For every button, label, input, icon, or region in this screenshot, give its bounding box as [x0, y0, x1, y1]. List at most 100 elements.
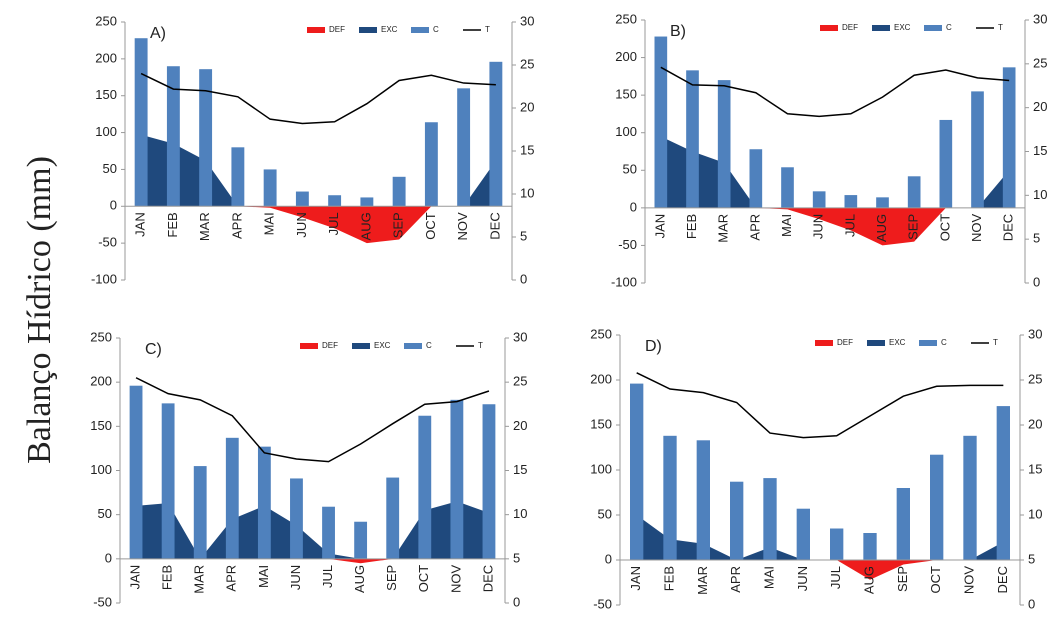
y-tick-label: -50 [93, 594, 112, 609]
y-tick-label: 150 [615, 87, 637, 102]
y2-tick-label: 15 [1028, 461, 1042, 476]
x-tick-label: AUG [358, 212, 373, 240]
y2-tick-label: 30 [1028, 326, 1042, 341]
x-tick-label: AUG [861, 566, 876, 594]
y2-tick-label: 20 [513, 418, 527, 433]
bar [360, 197, 374, 207]
legend-swatch [352, 343, 370, 349]
y-tick-label: 250 [590, 326, 612, 341]
y-tick-label: 150 [90, 418, 112, 433]
y-tick-label: -100 [611, 274, 637, 289]
bar [663, 435, 677, 560]
x-tick-label: FEB [165, 212, 180, 237]
y2-tick-label: 25 [1033, 55, 1047, 70]
area [136, 501, 489, 559]
y2-tick-label: 20 [1028, 416, 1042, 431]
y2-tick-label: 25 [513, 374, 527, 389]
y2-tick-label: 25 [520, 56, 534, 71]
panel-label: C) [145, 341, 162, 358]
legend-label: DEF [842, 23, 858, 32]
y-tick-label: 100 [95, 124, 117, 139]
bar [386, 477, 400, 559]
y2-tick-label: 20 [520, 99, 534, 114]
bar [263, 169, 277, 207]
legend-label: C [941, 338, 947, 347]
y-tick-label: 150 [590, 416, 612, 431]
bar [876, 197, 889, 208]
legend-label: T [485, 25, 490, 34]
panel: -50 0 50 100 150 200 250 0 5 10 15 20 25 30 JAN FEB MAR A… [90, 329, 527, 609]
legend-swatch [404, 343, 422, 349]
legend-label: EXC [374, 341, 391, 350]
bar [457, 88, 471, 207]
x-tick-label: JUL [320, 565, 335, 588]
bar [907, 176, 921, 208]
area [660, 136, 1010, 208]
legend-swatch [815, 340, 833, 346]
y2-tick-label: 10 [1028, 506, 1042, 521]
x-tick-label: JUL [842, 214, 857, 237]
bar [863, 533, 877, 560]
bar [134, 38, 148, 207]
area [141, 134, 496, 207]
bar [290, 478, 303, 559]
bar [830, 528, 844, 560]
line [636, 372, 1004, 439]
x-tick-label: OCT [416, 565, 431, 593]
bar [630, 383, 644, 560]
bar [392, 176, 406, 207]
x-tick-label: FEB [684, 214, 699, 239]
legend-swatch [867, 340, 885, 346]
x-tick-label: JUL [326, 212, 341, 235]
legend-swatch [919, 340, 937, 346]
y2-tick-label: 5 [1033, 231, 1040, 246]
y2-tick-label: 10 [513, 506, 527, 521]
y-axis-label: Balanço Hídrico (mm) [21, 156, 58, 464]
x-tick-label: OCT [928, 566, 943, 594]
x-tick-label: MAI [262, 212, 277, 235]
y2-tick-label: 15 [1033, 143, 1047, 158]
y-tick-label: 200 [615, 49, 637, 64]
x-tick-label: JAN [628, 566, 643, 591]
y2-tick-label: 15 [520, 142, 534, 157]
x-tick-label: FEB [661, 566, 676, 591]
bar [161, 403, 175, 559]
bar [939, 119, 953, 208]
y-tick-label: 0 [105, 550, 112, 565]
bar [1002, 67, 1016, 208]
y-tick-label: 200 [95, 50, 117, 65]
x-tick-label: DEC [487, 212, 502, 239]
bar [763, 478, 777, 560]
legend-label: T [478, 341, 483, 350]
x-tick-label: AUG [874, 214, 889, 242]
y-tick-label: 0 [630, 199, 637, 214]
y-tick-label: 50 [598, 506, 612, 521]
bar [199, 69, 213, 207]
y-tick-label: 50 [98, 506, 112, 521]
bar [418, 415, 432, 559]
line [660, 66, 1010, 118]
bar [129, 385, 143, 559]
x-tick-label: SEP [391, 212, 406, 238]
legend-swatch [924, 25, 942, 31]
x-tick-label: APR [747, 214, 762, 241]
y-tick-label: -50 [98, 235, 117, 250]
legend-label: T [993, 338, 998, 347]
y-tick-label: 200 [90, 374, 112, 389]
legend-swatch [820, 25, 838, 31]
bar [996, 406, 1010, 560]
x-tick-label: NOV [961, 566, 976, 595]
area [636, 560, 1004, 580]
bar [930, 454, 944, 560]
legend-label: EXC [889, 338, 906, 347]
bar [450, 399, 464, 559]
bar [781, 167, 794, 208]
y-tick-label: 100 [590, 461, 612, 476]
panel-label: A) [150, 25, 166, 42]
legend-swatch [300, 343, 318, 349]
bar [489, 61, 503, 207]
y2-tick-label: 0 [1033, 274, 1040, 289]
bar [696, 440, 710, 560]
y2-tick-label: 10 [520, 185, 534, 200]
